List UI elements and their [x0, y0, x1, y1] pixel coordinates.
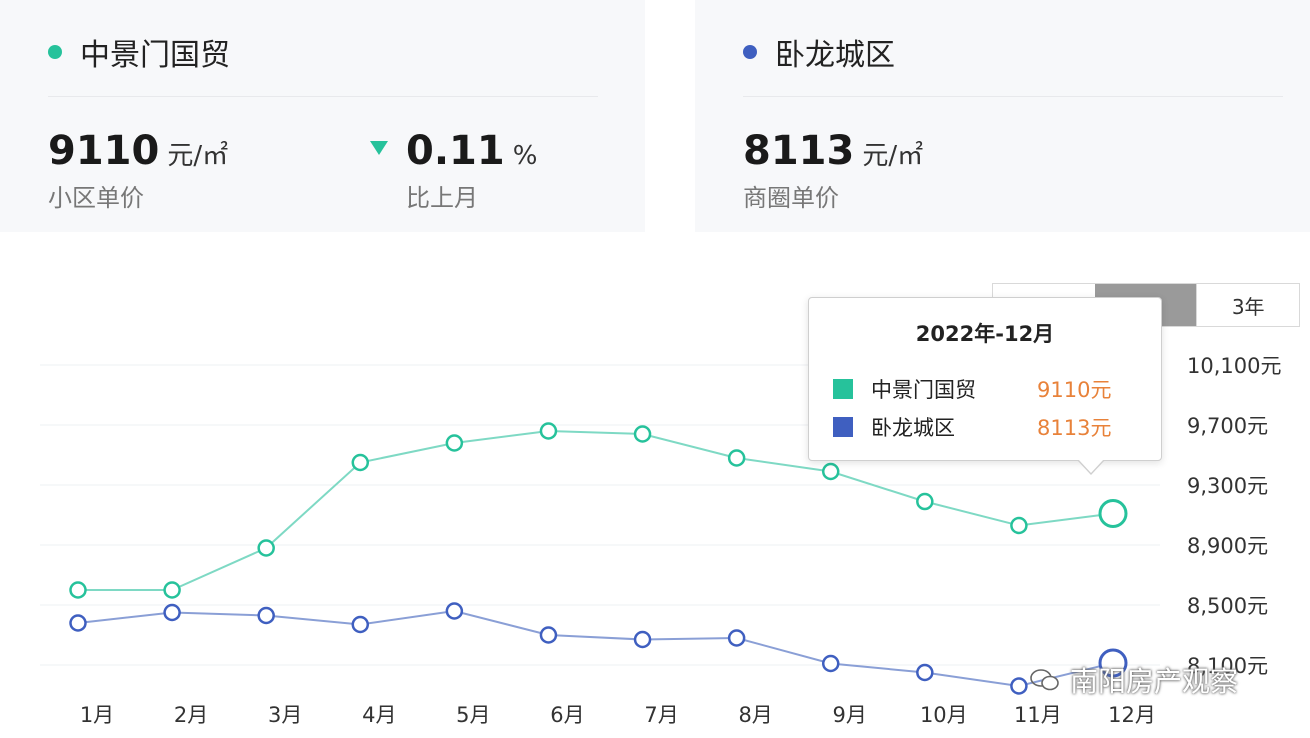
- wechat-icon: [1030, 669, 1059, 691]
- x-tick-label: 2月: [174, 703, 208, 727]
- range-tab-3y[interactable]: 3年: [1196, 284, 1299, 326]
- district-price-value: 8113: [743, 128, 855, 174]
- data-point: [916, 663, 934, 682]
- series-swatch-icon: [833, 379, 853, 399]
- percent-unit: %: [512, 141, 538, 171]
- data-point: [445, 602, 464, 620]
- data-point: [163, 581, 181, 599]
- tooltip-title: 2022年-12月: [915, 322, 1055, 346]
- data-point: [539, 422, 558, 440]
- x-tick-label: 1月: [80, 703, 114, 727]
- y-tick-label: 9,300元: [1187, 474, 1268, 498]
- district-price-label: 商圈单价: [743, 184, 839, 212]
- community-dot-icon: [48, 45, 62, 59]
- series-line: [77, 609, 1114, 688]
- x-tick-label: 11月: [1014, 703, 1062, 727]
- data-point: [351, 453, 370, 472]
- month-change-metric: 0.11% 比上月: [370, 128, 537, 213]
- month-change-label: 比上月: [406, 184, 478, 212]
- data-point: [257, 539, 275, 557]
- series-swatch-icon: [833, 417, 853, 437]
- tooltip-series-value: 9110元: [1037, 378, 1112, 402]
- data-point: [727, 629, 746, 647]
- data-point: [727, 449, 746, 467]
- community-name: 中景门国贸: [80, 38, 230, 73]
- tooltip-pointer: [1077, 459, 1105, 475]
- tooltip-row-community: 中景门国贸 9110元: [833, 374, 1111, 404]
- price-unit: 元/㎡: [167, 141, 229, 171]
- series-line: [78, 429, 1114, 591]
- district-price-metric: 8113 元/㎡ 商圈单价: [743, 128, 923, 213]
- data-point: [821, 462, 840, 481]
- tooltip-series-name: 卧龙城区: [871, 416, 955, 440]
- month-change-value: 0.11: [406, 128, 505, 174]
- price-unit: 元/㎡: [862, 141, 924, 171]
- chart-tooltip: 2022年-12月 中景门国贸 9110元 卧龙城区 8113元: [808, 297, 1162, 475]
- x-tick-label: 9月: [833, 703, 867, 727]
- district-price-card: 卧龙城区 8113 元/㎡ 商圈单价: [695, 0, 1310, 232]
- data-point: [1010, 516, 1028, 535]
- x-tick-label: 5月: [456, 703, 490, 727]
- data-point: [821, 654, 840, 673]
- data-point: [445, 434, 464, 452]
- tooltip-row-district: 卧龙城区 8113元: [833, 412, 1111, 442]
- data-point: [69, 581, 87, 599]
- district-title: 卧龙城区: [743, 30, 895, 74]
- y-tick-label: 8,900元: [1187, 534, 1268, 558]
- data-point: [633, 425, 652, 443]
- x-tick-label: 7月: [644, 703, 678, 727]
- x-tick-label: 8月: [738, 703, 772, 727]
- x-tick-label: 10月: [920, 703, 968, 727]
- x-tick-label: 12月: [1108, 703, 1156, 727]
- data-point: [539, 626, 558, 644]
- community-price-label: 小区单价: [48, 184, 144, 212]
- x-tick-label: 4月: [362, 703, 396, 727]
- data-point: [1098, 499, 1128, 528]
- down-triangle-icon: [370, 140, 388, 155]
- x-tick-label: 3月: [268, 703, 302, 727]
- y-tick-label: 10,100元: [1187, 354, 1281, 378]
- data-point: [633, 630, 652, 649]
- data-point: [69, 614, 87, 632]
- y-tick-label: 8,500元: [1187, 594, 1268, 618]
- community-price-value: 9110: [48, 128, 160, 174]
- data-point: [257, 606, 275, 625]
- data-point: [163, 603, 181, 622]
- data-point: [1098, 648, 1128, 678]
- district-dot-icon: [743, 45, 757, 59]
- community-price-card: 中景门国贸 9110 元/㎡ 小区单价 0.11% 比上月: [0, 0, 645, 232]
- community-title: 中景门国贸: [48, 30, 230, 74]
- divider: [743, 96, 1283, 97]
- watermark: 南阳房产观察: [1030, 660, 1238, 700]
- divider: [48, 96, 598, 97]
- tooltip-series-value: 8113元: [1037, 416, 1112, 440]
- data-point: [1010, 677, 1028, 695]
- community-price-metric: 9110 元/㎡ 小区单价: [48, 128, 228, 213]
- data-point: [916, 492, 934, 511]
- x-tick-label: 6月: [550, 703, 584, 727]
- y-tick-label: 8,100元: [1187, 654, 1268, 678]
- y-tick-label: 9,700元: [1187, 414, 1268, 438]
- watermark-text: 南阳房产观察: [1070, 665, 1239, 698]
- data-point: [351, 615, 370, 634]
- district-name: 卧龙城区: [775, 38, 895, 73]
- tooltip-series-name: 中景门国贸: [871, 378, 976, 402]
